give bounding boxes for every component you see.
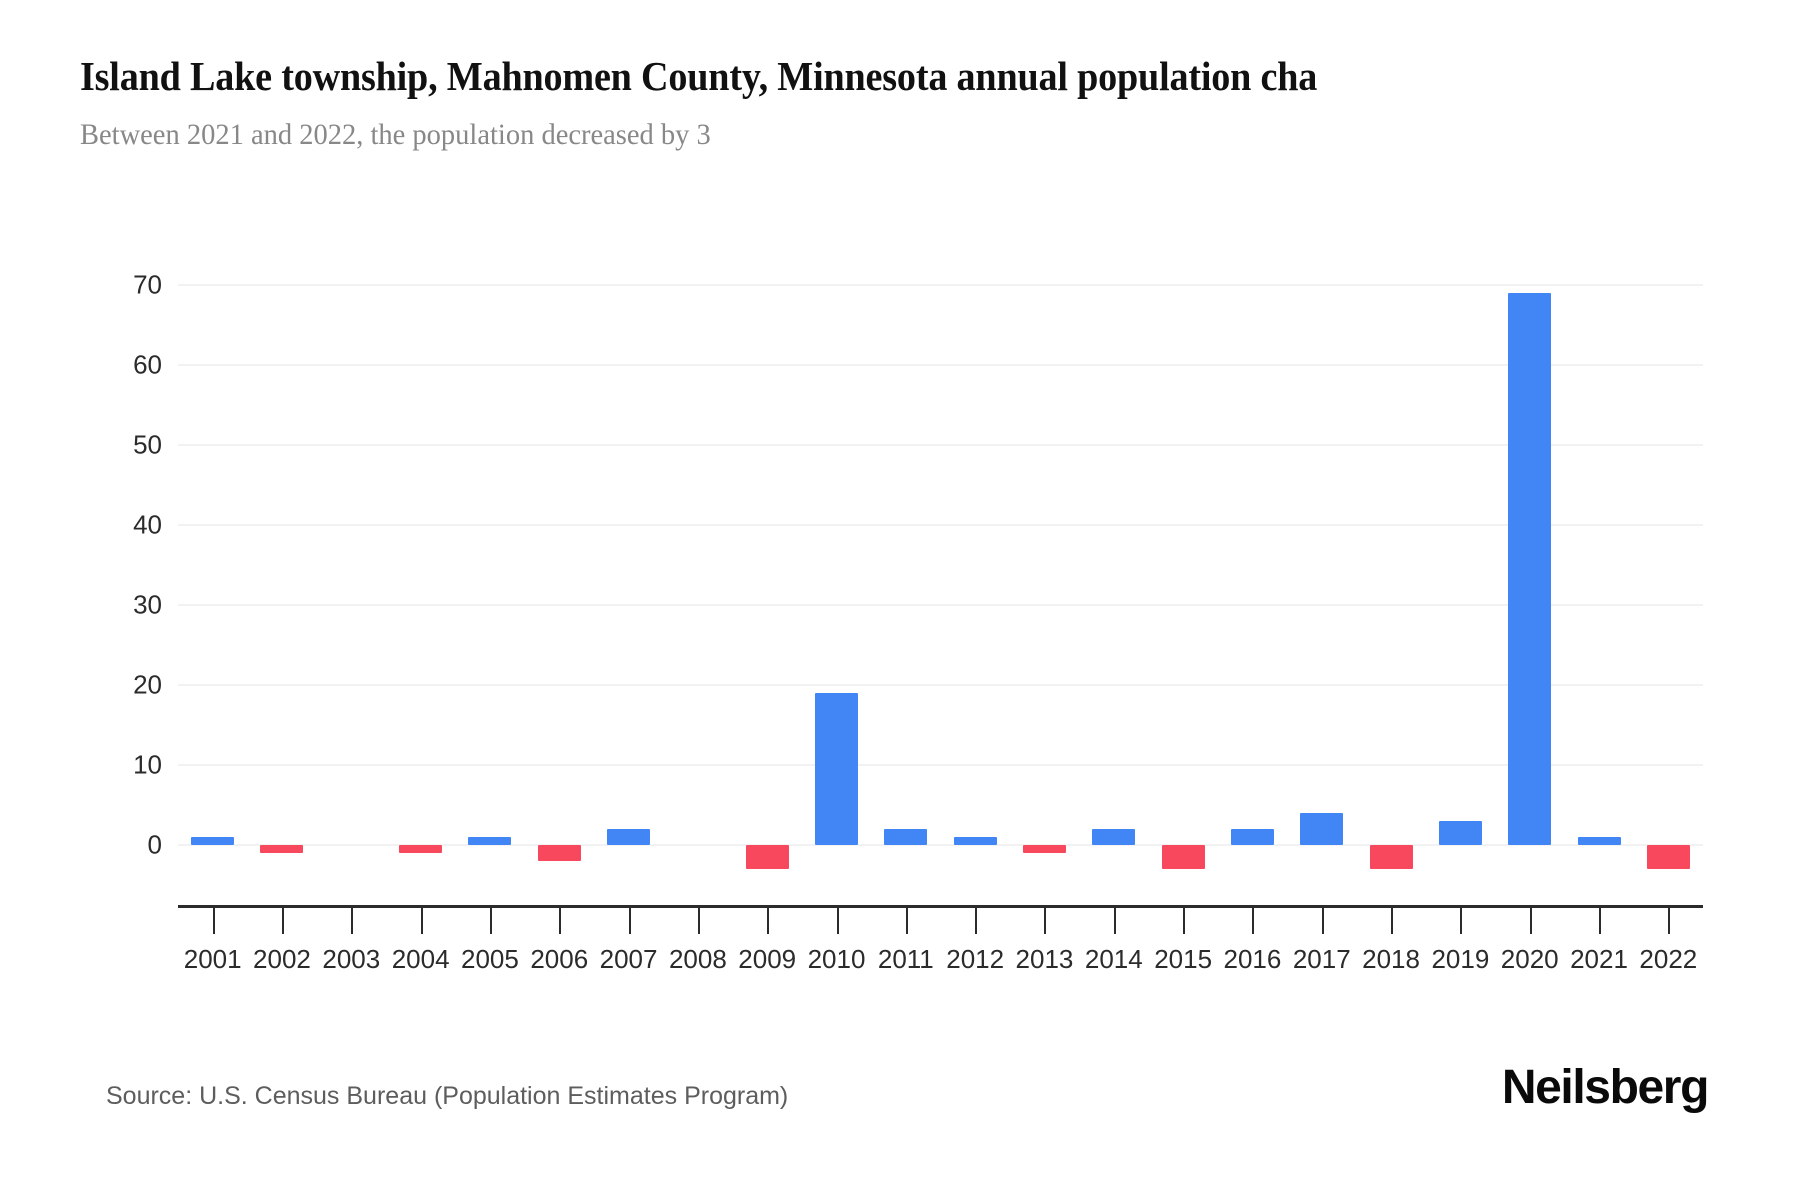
gridline: [178, 444, 1703, 446]
bar-2012[interactable]: [953, 837, 997, 845]
gridline: [178, 764, 1703, 766]
x-axis-tick-mark: [489, 908, 492, 934]
x-axis-tick-label-2004: 2004: [391, 944, 450, 974]
x-axis-tick-label-2007: 2007: [599, 944, 658, 974]
x-axis-tick-mark: [351, 908, 354, 934]
gridline: [178, 604, 1703, 606]
x-axis-tick-label-2017: 2017: [1292, 944, 1351, 974]
x-axis-tick-label-2011: 2011: [877, 944, 934, 974]
bar-2022[interactable]: [1646, 845, 1690, 869]
page-title: Island Lake township, Mahnomen County, M…: [80, 53, 1318, 99]
bar-2010[interactable]: [815, 693, 858, 845]
y-axis-tick-label: 0: [147, 829, 162, 860]
bar-2002[interactable]: [260, 845, 304, 853]
y-axis-tick-label: 50: [133, 429, 162, 460]
y-axis-tick-label: 70: [133, 269, 162, 300]
bar-2006[interactable]: [537, 845, 581, 861]
x-axis-tick-label-2021: 2021: [1570, 944, 1628, 974]
chart-subtitle: Between 2021 and 2022, the population de…: [80, 118, 711, 151]
x-axis-tick-label-2014: 2014: [1084, 944, 1143, 974]
x-axis-tick-mark: [281, 908, 284, 934]
bar-2014[interactable]: [1092, 829, 1136, 845]
bar-2018[interactable]: [1369, 845, 1413, 869]
bar-2021[interactable]: [1577, 837, 1621, 845]
chart-header: Island Lake township, Mahnomen County, M…: [0, 0, 1800, 180]
x-axis-tick-mark: [1113, 908, 1116, 934]
bar-2004[interactable]: [399, 845, 443, 853]
x-axis-tick-label-2022: 2022: [1639, 944, 1698, 974]
x-axis-tick-mark: [1529, 908, 1532, 934]
x-axis-tick-label-2008: 2008: [668, 944, 727, 974]
y-axis-tick-label: 10: [133, 749, 162, 780]
x-axis-line: [178, 905, 1703, 908]
x-axis-tick-mark: [975, 908, 978, 934]
y-axis-tick-label: 30: [133, 589, 162, 620]
x-axis-tick-label-2006: 2006: [530, 944, 589, 974]
x-axis-tick-label-2015: 2015: [1154, 944, 1213, 974]
x-axis-tick-mark: [697, 908, 700, 934]
y-axis-tick-label: 40: [133, 509, 162, 540]
x-axis-tick-mark: [905, 908, 908, 934]
bar-2017[interactable]: [1300, 813, 1344, 845]
x-axis-tick-label-2001: 2001: [183, 944, 242, 974]
x-axis-tick-mark: [1668, 908, 1671, 934]
x-axis-tick-mark: [1252, 908, 1255, 934]
bar-2016[interactable]: [1230, 829, 1274, 845]
bar-2005[interactable]: [468, 837, 512, 845]
bar-2001[interactable]: [191, 837, 235, 845]
x-axis-tick-label-2016: 2016: [1223, 944, 1282, 974]
x-axis-tick-label-2010: 2010: [807, 944, 866, 974]
x-axis-tick-label-2019: 2019: [1431, 944, 1490, 974]
x-axis-tick-label-2003: 2003: [322, 944, 381, 974]
x-axis-tick-mark: [1391, 908, 1394, 934]
y-axis-tick-label: 20: [133, 669, 162, 700]
x-axis-tick-mark: [1183, 908, 1186, 934]
x-axis-tick-label-2005: 2005: [461, 944, 519, 974]
x-axis-tick-mark: [420, 908, 423, 934]
bar-2015[interactable]: [1161, 845, 1205, 869]
x-axis-tick-mark: [212, 908, 215, 934]
bar-2007[interactable]: [607, 829, 651, 845]
bar-2011[interactable]: [884, 829, 928, 845]
neilsberg-logo: Neilsberg: [1501, 1061, 1710, 1114]
gridline: [178, 684, 1703, 686]
x-axis-tick-mark: [1321, 908, 1324, 934]
gridline: [178, 844, 1703, 846]
x-axis-tick-mark: [767, 908, 770, 934]
bar-2019[interactable]: [1438, 821, 1482, 845]
x-axis-tick-label-2020: 2020: [1500, 944, 1559, 974]
bar-2020[interactable]: [1508, 293, 1552, 845]
y-axis-tick-label: 60: [133, 349, 162, 380]
x-axis-tick-label-2002: 2002: [253, 944, 311, 974]
gridline: [178, 364, 1703, 366]
x-axis-tick-label-2009: 2009: [738, 944, 797, 974]
x-axis-tick-label-2012: 2012: [946, 944, 1005, 974]
source-note: Source: U.S. Census Bureau (Population E…: [106, 1082, 789, 1110]
x-axis-tick-label-2018: 2018: [1362, 944, 1420, 974]
gridline: [178, 284, 1703, 286]
bar-2013[interactable]: [1022, 845, 1066, 853]
x-axis-tick-mark: [1460, 908, 1463, 934]
x-axis-tick-mark: [559, 908, 562, 934]
chart-footer: Source: U.S. Census Bureau (Population E…: [0, 1060, 1800, 1200]
x-axis-tick-mark: [836, 908, 839, 934]
bar-2009[interactable]: [745, 845, 789, 869]
x-axis-tick-label-2013: 2013: [1015, 944, 1074, 974]
gridline: [178, 524, 1703, 526]
x-axis-tick-mark: [628, 908, 631, 934]
x-axis-tick-mark: [1044, 908, 1047, 934]
x-axis-tick-mark: [1599, 908, 1602, 934]
